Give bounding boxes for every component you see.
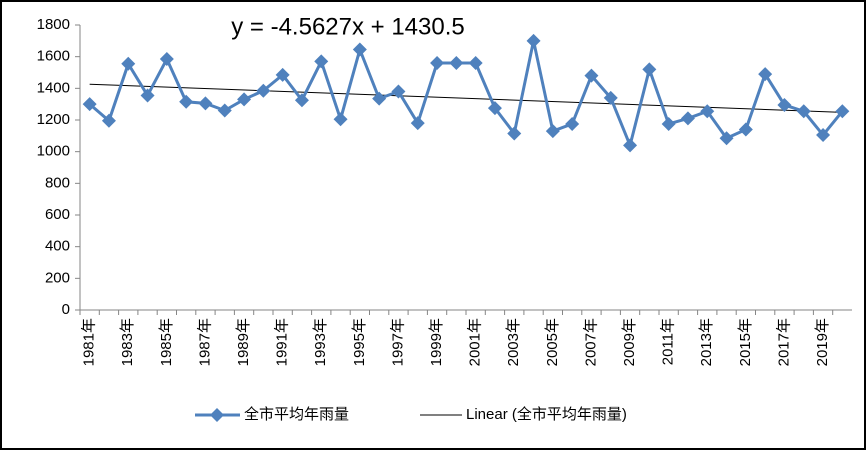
marker xyxy=(275,67,290,82)
x-tick-label: 2003年 xyxy=(505,318,522,366)
marker xyxy=(565,116,580,131)
marker xyxy=(487,101,502,116)
x-tick-label: 2017年 xyxy=(775,318,792,366)
x-tick-label: 2015年 xyxy=(737,318,754,366)
trendline xyxy=(89,83,843,113)
legend-marker xyxy=(210,408,224,422)
marker xyxy=(777,97,792,112)
y-tick-label: 800 xyxy=(45,174,70,191)
marker xyxy=(835,104,850,119)
x-tick-label: 2011年 xyxy=(660,318,677,365)
marker xyxy=(314,54,329,69)
x-tick-label: 1981年 xyxy=(81,318,98,366)
x-tick-label: 1993年 xyxy=(312,318,329,366)
y-tick-label: 1200 xyxy=(37,111,70,128)
y-tick-label: 1600 xyxy=(37,48,70,65)
marker xyxy=(352,42,367,57)
x-tick-label: 1983年 xyxy=(119,318,136,366)
marker xyxy=(372,91,387,106)
x-tick-label: 1987年 xyxy=(196,318,213,366)
marker xyxy=(700,104,715,119)
marker xyxy=(140,88,155,103)
marker xyxy=(410,116,425,131)
marker xyxy=(430,56,445,70)
marker xyxy=(796,104,811,119)
marker xyxy=(101,113,116,128)
marker xyxy=(179,94,194,109)
marker xyxy=(758,67,773,82)
x-tick-label: 1989年 xyxy=(235,318,252,366)
marker xyxy=(603,90,618,105)
marker xyxy=(680,111,695,126)
x-tick-label: 2007年 xyxy=(582,318,599,366)
marker xyxy=(294,93,309,108)
marker xyxy=(82,97,97,112)
marker xyxy=(507,126,522,141)
x-tick-label: 2001年 xyxy=(467,318,484,366)
x-tick-label: 1997年 xyxy=(389,318,406,366)
x-tick-label: 1999年 xyxy=(428,318,445,366)
marker xyxy=(719,131,734,146)
marker xyxy=(391,84,406,99)
y-tick-label: 0 xyxy=(62,301,70,318)
legend-label: Linear (全市平均年雨量) xyxy=(466,405,627,423)
x-tick-label: 1985年 xyxy=(158,318,175,366)
marker xyxy=(661,116,676,131)
x-tick-label: 2019年 xyxy=(814,318,831,366)
marker xyxy=(738,122,753,137)
marker xyxy=(545,124,560,139)
y-tick-label: 200 xyxy=(45,269,70,286)
marker xyxy=(449,56,464,70)
x-tick-label: 2005年 xyxy=(544,318,561,366)
y-tick-label: 400 xyxy=(45,238,70,255)
marker xyxy=(623,138,638,153)
x-tick-label: 2013年 xyxy=(698,318,715,366)
legend-label: 全市平均年雨量 xyxy=(244,405,349,423)
marker xyxy=(468,56,483,70)
y-tick-label: 600 xyxy=(45,206,70,223)
trend-equation: y = -4.5627x + 1430.5 xyxy=(231,13,465,40)
marker xyxy=(256,83,271,98)
marker xyxy=(584,68,599,83)
marker xyxy=(121,56,136,71)
marker xyxy=(333,112,348,127)
marker xyxy=(198,96,213,111)
series-line xyxy=(88,40,844,151)
marker xyxy=(217,103,232,118)
y-tick-label: 1400 xyxy=(37,79,70,96)
marker xyxy=(526,33,541,48)
marker xyxy=(159,52,174,67)
x-tick-label: 2009年 xyxy=(621,318,638,366)
y-tick-label: 1000 xyxy=(37,143,70,160)
x-tick-label: 1991年 xyxy=(274,318,291,366)
marker xyxy=(642,62,657,77)
marker xyxy=(816,128,831,143)
marker xyxy=(237,92,252,107)
x-tick-label: 1995年 xyxy=(351,318,368,366)
y-tick-label: 1800 xyxy=(37,16,70,33)
